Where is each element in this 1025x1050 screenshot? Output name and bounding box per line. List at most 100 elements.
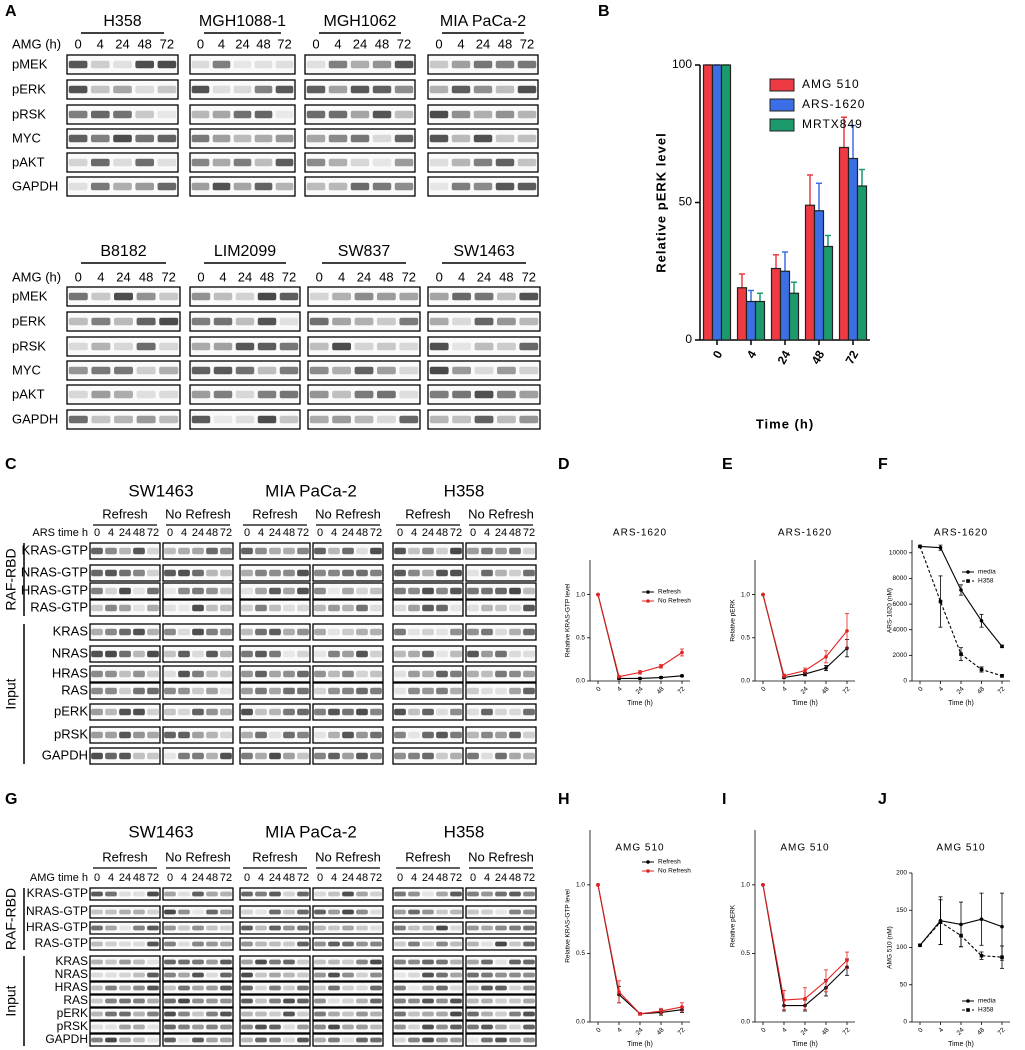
- group-label: Input: [3, 985, 19, 1016]
- band: [467, 708, 479, 716]
- band: [523, 650, 535, 658]
- band: [157, 182, 177, 191]
- time-label: 72: [523, 527, 535, 539]
- band: [342, 959, 354, 965]
- band: [297, 628, 309, 636]
- band: [213, 292, 233, 301]
- time-label: 72: [450, 527, 462, 539]
- legend-marker: [646, 869, 650, 873]
- band: [283, 708, 295, 716]
- band: [133, 587, 145, 595]
- x-tick-label: 48: [976, 1026, 986, 1036]
- band: [332, 415, 352, 424]
- band: [133, 547, 145, 555]
- y-tick-label: 0.0: [741, 1019, 750, 1026]
- band: [495, 670, 507, 678]
- band: [269, 998, 281, 1004]
- band: [178, 998, 190, 1004]
- band: [350, 134, 370, 143]
- band: [422, 909, 434, 915]
- band: [328, 182, 348, 191]
- band: [213, 366, 233, 375]
- band: [178, 891, 190, 897]
- band: [178, 569, 190, 577]
- band: [467, 1024, 479, 1030]
- band: [408, 925, 420, 931]
- band: [509, 604, 521, 612]
- legend-label: Refresh: [658, 859, 681, 866]
- band: [297, 1011, 309, 1017]
- band: [509, 687, 521, 695]
- band: [255, 670, 267, 678]
- y-tick-label: 2000: [893, 652, 908, 659]
- band: [297, 587, 309, 595]
- time-label: 24: [353, 36, 367, 51]
- band: [376, 317, 396, 326]
- band: [422, 1037, 434, 1043]
- band: [394, 731, 406, 739]
- band: [91, 891, 103, 897]
- marker: [979, 953, 984, 958]
- band: [105, 891, 117, 897]
- band: [452, 292, 472, 301]
- marker: [659, 664, 663, 669]
- x-tick-label: 48: [821, 685, 831, 695]
- band: [314, 547, 326, 555]
- band: [356, 687, 368, 695]
- band: [481, 547, 493, 555]
- bar: [847, 157, 859, 341]
- legend-marker: [966, 570, 970, 574]
- band: [119, 941, 131, 947]
- row-label: pMEK: [12, 288, 48, 303]
- band: [328, 547, 340, 555]
- time-label: 4: [457, 36, 464, 51]
- band: [91, 390, 111, 399]
- band: [523, 1024, 535, 1030]
- band: [113, 158, 132, 167]
- band: [495, 650, 507, 658]
- time-label: 0: [197, 36, 204, 51]
- band: [192, 941, 204, 947]
- condition: No Refresh: [468, 849, 534, 864]
- condition: Refresh: [102, 849, 148, 864]
- x-tick-label: 48: [656, 685, 666, 695]
- band: [178, 985, 190, 991]
- band: [133, 1037, 145, 1043]
- x-axis-label: Time (h): [948, 700, 974, 707]
- band: [241, 604, 253, 612]
- line: [597, 594, 683, 679]
- marker: [1000, 924, 1004, 929]
- band: [422, 752, 434, 760]
- band: [314, 604, 326, 612]
- band: [269, 1024, 281, 1030]
- time-label: 0: [316, 269, 323, 284]
- band: [394, 972, 406, 978]
- band: [356, 628, 368, 636]
- band: [192, 1037, 204, 1043]
- band: [241, 998, 253, 1004]
- band: [297, 909, 309, 915]
- time-label: 0: [436, 269, 443, 284]
- x-tick-label: 72: [997, 1026, 1007, 1036]
- legend-label: No Refresh: [658, 868, 691, 875]
- time-label: 0: [167, 872, 173, 884]
- band: [342, 628, 354, 636]
- band: [119, 604, 131, 612]
- band: [467, 985, 479, 991]
- band: [133, 604, 145, 612]
- x-axis-label: Time (h): [948, 1041, 974, 1048]
- time-label: 24: [342, 527, 354, 539]
- band: [212, 134, 231, 143]
- band: [212, 110, 231, 119]
- x-tick-label: 4: [938, 1026, 946, 1034]
- row-label: pERK: [57, 1006, 88, 1020]
- band: [206, 587, 218, 595]
- band: [241, 925, 253, 931]
- band: [306, 85, 326, 94]
- band: [105, 587, 117, 595]
- band: [255, 587, 267, 595]
- time-label: 24: [477, 269, 491, 284]
- band: [481, 941, 493, 947]
- band: [309, 415, 329, 424]
- group-label: RAF-RBD: [3, 888, 19, 950]
